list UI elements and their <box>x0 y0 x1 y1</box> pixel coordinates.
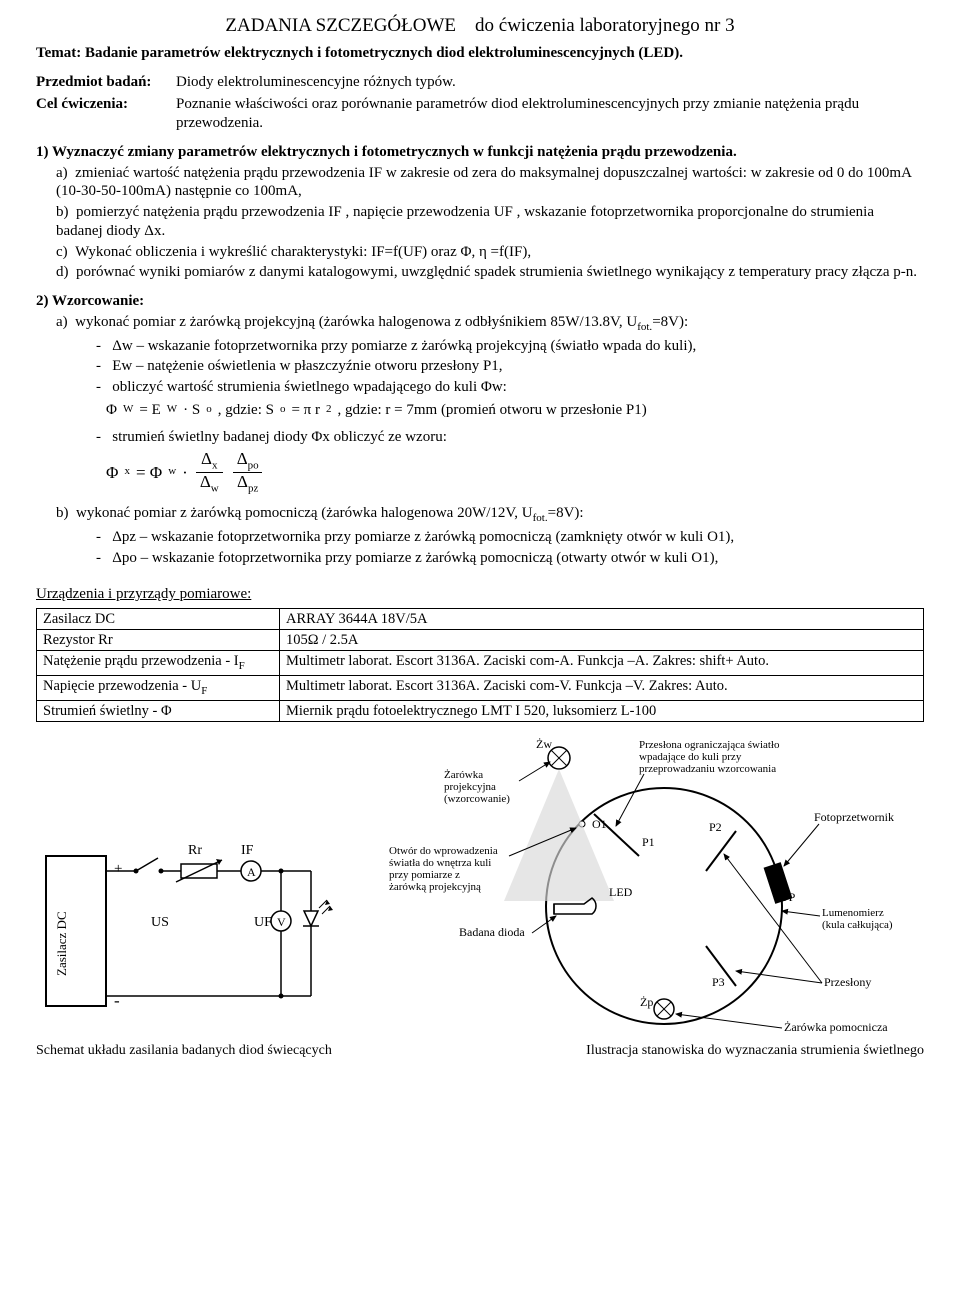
frac-dx-dw: Δx Δw <box>196 450 223 494</box>
task2-a-d2: - Ew – natężenie oświetlenia w płaszczyź… <box>96 357 924 376</box>
svg-text:IF: IF <box>241 843 254 858</box>
svg-text:US: US <box>151 915 169 930</box>
subject-label: Przedmiot badań: <box>36 73 176 92</box>
task2-a: a) wykonać pomiar z żarówką projekcyjną … <box>56 313 924 494</box>
task2-a-d4: - strumień świetlny badanej diody Φx obl… <box>96 428 924 447</box>
title-right: do ćwiczenia laboratoryjnego nr 3 <box>475 15 735 36</box>
theme-label: Temat: <box>36 45 81 61</box>
sphere-diagram: O1 Żw P1 P2 P3 FP LED Żp Żarówkaprojekcy… <box>384 736 924 1036</box>
subject-text: Diody elektroluminescencyjne różnych typ… <box>176 73 456 92</box>
svg-text:Żarówka pomocnicza: Żarówka pomocnicza <box>784 1020 888 1034</box>
task2-b-d1: - Δpz – wskazanie fotoprzetwornika przy … <box>96 528 924 547</box>
svg-text:P2: P2 <box>709 820 722 834</box>
task-2: 2) Wzorcowanie: a) wykonać pomiar z żaró… <box>36 292 924 567</box>
caption-right: Ilustracja stanowiska do wyznaczania str… <box>586 1042 924 1060</box>
theme-text: Badanie parametrów elektrycznych i fotom… <box>85 45 683 61</box>
svg-text:+: + <box>114 861 122 877</box>
equipment-heading: Urządzenia i przyrządy pomiarowe: <box>36 585 924 604</box>
task2-sublist: a) wykonać pomiar z żarówką projekcyjną … <box>56 313 924 568</box>
svg-text:LED: LED <box>609 885 633 899</box>
caption-left: Schemat układu zasilania badanych diod ś… <box>36 1042 332 1060</box>
task1-heading: 1) Wyznaczyć zmiany parametrów elektrycz… <box>36 144 737 160</box>
svg-text:Badana dioda: Badana dioda <box>459 925 525 939</box>
task2-a-d1: - Δw – wskazanie fotoprzetwornika przy p… <box>96 337 924 356</box>
svg-text:P3: P3 <box>712 975 725 989</box>
table-row: Napięcie przewodzenia - UFMultimetr labo… <box>37 675 924 700</box>
aim-row: Cel ćwiczenia: Poznanie właściwości oraz… <box>36 95 924 133</box>
svg-text:Przesłony: Przesłony <box>824 975 871 989</box>
svg-text:A: A <box>247 865 256 879</box>
svg-text:Rr: Rr <box>188 843 202 858</box>
task1-c: c) Wykonać obliczenia i wykreślić charak… <box>56 243 924 262</box>
table-row: Strumień świetlny - ΦMiernik prądu fotoe… <box>37 700 924 721</box>
captions: Schemat układu zasilania badanych diod ś… <box>36 1042 924 1060</box>
circuit-diagram: Zasilacz DC + - Rr A IF V UF <box>36 816 336 1036</box>
svg-text:Fotoprzetwornik: Fotoprzetwornik <box>814 810 894 824</box>
task1-sublist: a) zmieniać wartość natężenia prądu prze… <box>56 164 924 283</box>
task-1: 1) Wyznaczyć zmiany parametrów elektrycz… <box>36 143 924 282</box>
task1-a: a) zmieniać wartość natężenia prądu prze… <box>56 164 924 202</box>
svg-text:Żarówkaprojekcyjna(wzorcowanie: Żarówkaprojekcyjna(wzorcowanie) <box>444 769 510 805</box>
svg-text:Lumenomierz(kula całkująca): Lumenomierz(kula całkująca) <box>822 907 893 931</box>
svg-text:Żp: Żp <box>640 995 653 1009</box>
svg-text:-: - <box>114 991 120 1010</box>
svg-text:P1: P1 <box>642 835 655 849</box>
zasilacz-label: Zasilacz DC <box>54 911 69 976</box>
table-row: Rezystor Rr105Ω / 2.5A <box>37 630 924 651</box>
subject-row: Przedmiot badań: Diody elektroluminescen… <box>36 73 924 92</box>
task1-b: b) pomierzyć natężenia prądu przewodzeni… <box>56 203 924 241</box>
aim-label: Cel ćwiczenia: <box>36 95 176 133</box>
task2-heading: 2) Wzorcowanie: <box>36 293 144 309</box>
task2-b-d2: - Δpo – wskazanie fotoprzetwornika przy … <box>96 549 924 568</box>
svg-text:FP: FP <box>782 890 796 904</box>
frac-dpo-dpz: Δpo Δpz <box>233 450 263 494</box>
equipment-table: Zasilacz DCARRAY 3644A 18V/5A Rezystor R… <box>36 608 924 722</box>
title-left: ZADANIA SZCZEGÓŁOWE <box>225 15 456 36</box>
eq-phi-x: Φx = Φw · Δx Δw Δpo Δpz <box>106 450 924 494</box>
svg-text:Żw: Żw <box>536 737 552 751</box>
task2-a-d3: - obliczyć wartość strumienia świetlnego… <box>96 378 924 397</box>
theme-row: Temat: Badanie parametrów elektrycznych … <box>36 44 924 63</box>
aim-text: Poznanie właściwości oraz porównanie par… <box>176 95 924 133</box>
page-title: ZADANIA SZCZEGÓŁOWE do ćwiczenia laborat… <box>36 14 924 38</box>
table-row: Natężenie prądu przewodzenia - IFMultime… <box>37 651 924 676</box>
svg-text:UF: UF <box>254 915 272 930</box>
task2-b: b) wykonać pomiar z żarówką pomocniczą (… <box>56 504 924 567</box>
svg-text:Otwór do wprowadzeniaświatła d: Otwór do wprowadzeniaświatła do wnętrza … <box>389 845 498 893</box>
svg-text:Przesłona ograniczająca światł: Przesłona ograniczająca światłowpadające… <box>639 739 780 775</box>
table-row: Zasilacz DCARRAY 3644A 18V/5A <box>37 609 924 630</box>
svg-text:V: V <box>277 915 286 929</box>
eq-phi-w: ΦW = EW · So , gdzie: So = π r2 , gdzie:… <box>106 401 924 420</box>
task1-d: d) porównać wyniki pomiarów z danymi kat… <box>56 263 924 282</box>
